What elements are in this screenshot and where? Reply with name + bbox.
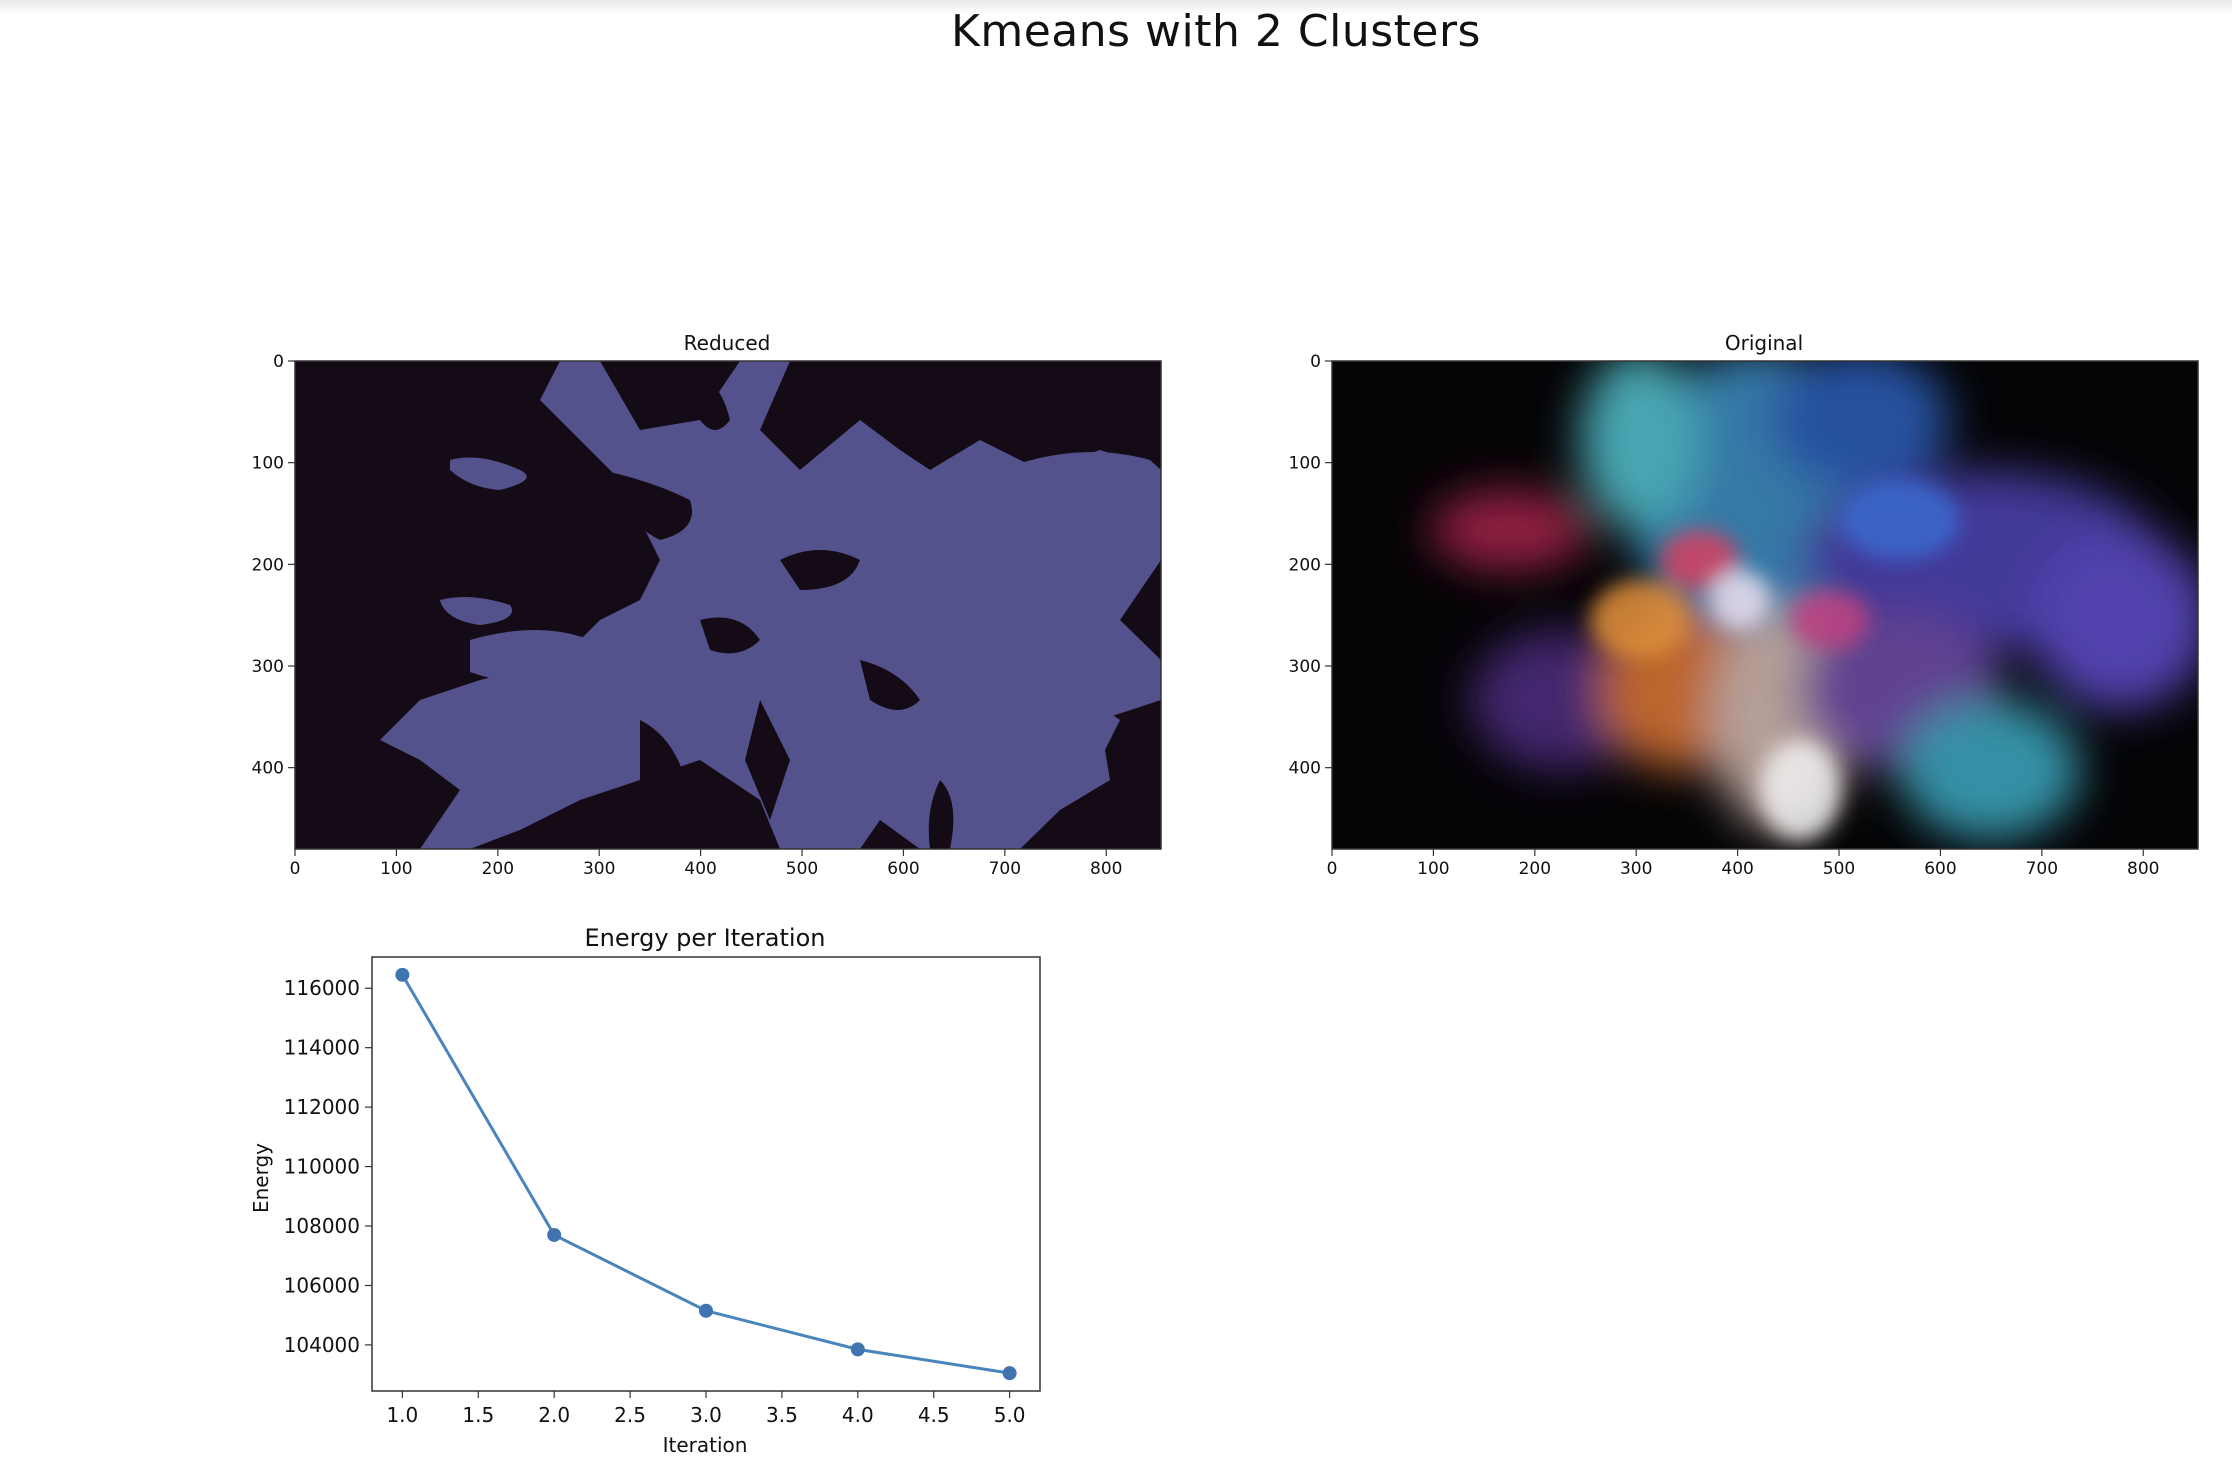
x-tick-label: 3.0: [690, 1403, 722, 1427]
x-tick-label: 300: [1620, 859, 1652, 879]
x-tick-label: 3.5: [766, 1403, 798, 1427]
reduced-image: [295, 361, 1161, 849]
y-tick-label: 112000: [284, 1095, 360, 1119]
energy-point: [547, 1227, 562, 1242]
x-tick-label: 600: [887, 859, 919, 879]
x-tick-label: 400: [684, 859, 716, 879]
energy-y-axis-label: Energy: [249, 1143, 273, 1213]
reduced-y-axis: 0 100 200 300 400: [252, 352, 295, 779]
original-x-axis: 0 100 200 300 400 500 600 700 800: [1327, 849, 2159, 879]
y-tick-label: 400: [1289, 759, 1321, 779]
reduced-x-axis: 0 100 200 300 400 500 600 700 800: [290, 849, 1122, 879]
x-tick-label: 1.0: [386, 1403, 418, 1427]
x-tick-label: 500: [1823, 859, 1855, 879]
window-top-shadow: [0, 0, 2232, 14]
y-tick-label: 116000: [284, 976, 360, 1000]
energy-y-axis: 104000 106000 108000 110000 112000 114000 1160…: [284, 976, 372, 1357]
energy-point: [395, 967, 410, 982]
original-title: Original: [1725, 331, 1803, 355]
x-tick-label: 400: [1721, 859, 1753, 879]
energy-point: [1002, 1366, 1017, 1381]
y-tick-label: 200: [252, 555, 284, 575]
x-tick-label: 300: [583, 859, 615, 879]
energy-x-axis: 1.0 1.5 2.0 2.5 3.0 3.5 4.0 4.5 5.0: [386, 1391, 1026, 1427]
x-tick-label: 0: [1327, 859, 1338, 879]
x-tick-label: 1.5: [462, 1403, 494, 1427]
energy-point: [850, 1342, 865, 1357]
x-tick-label: 4.5: [918, 1403, 950, 1427]
y-tick-label: 300: [1289, 657, 1321, 677]
energy-plot-frame: [371, 956, 1041, 1392]
y-tick-label: 200: [1289, 555, 1321, 575]
y-tick-label: 106000: [284, 1273, 360, 1297]
x-tick-label: 200: [482, 859, 514, 879]
original-y-axis: 0 100 200 300 400: [1289, 352, 1332, 779]
y-tick-label: 0: [273, 352, 284, 372]
energy-series: [395, 967, 1017, 1381]
x-tick-label: 5.0: [994, 1403, 1026, 1427]
y-tick-label: 100: [1289, 454, 1321, 474]
y-tick-label: 110000: [284, 1155, 360, 1179]
x-tick-label: 600: [1924, 859, 1956, 879]
x-tick-label: 100: [1417, 859, 1449, 879]
x-tick-label: 2.0: [538, 1403, 570, 1427]
x-tick-label: 2.5: [614, 1403, 646, 1427]
energy-point: [699, 1303, 713, 1318]
x-tick-label: 800: [1090, 859, 1122, 879]
y-tick-label: 108000: [284, 1214, 360, 1238]
figure-title: Kmeans with 2 Clusters: [951, 6, 1481, 57]
x-tick-label: 500: [786, 859, 818, 879]
x-tick-label: 4.0: [842, 1403, 874, 1427]
x-tick-label: 200: [1519, 859, 1551, 879]
y-tick-label: 104000: [284, 1333, 360, 1357]
y-tick-label: 0: [1310, 352, 1321, 372]
x-tick-label: 700: [989, 859, 1021, 879]
reduced-title: Reduced: [684, 331, 771, 355]
x-tick-label: 0: [290, 859, 301, 879]
y-tick-label: 100: [252, 454, 284, 474]
y-tick-label: 300: [252, 657, 284, 677]
y-tick-label: 400: [252, 759, 284, 779]
x-tick-label: 700: [2026, 859, 2058, 879]
energy-chart-title: Energy per Iteration: [585, 924, 826, 952]
original-image: [1332, 361, 2198, 849]
x-tick-label: 100: [380, 859, 412, 879]
x-tick-label: 800: [2127, 859, 2159, 879]
y-tick-label: 114000: [284, 1036, 360, 1060]
energy-x-axis-label: Iteration: [663, 1433, 748, 1457]
